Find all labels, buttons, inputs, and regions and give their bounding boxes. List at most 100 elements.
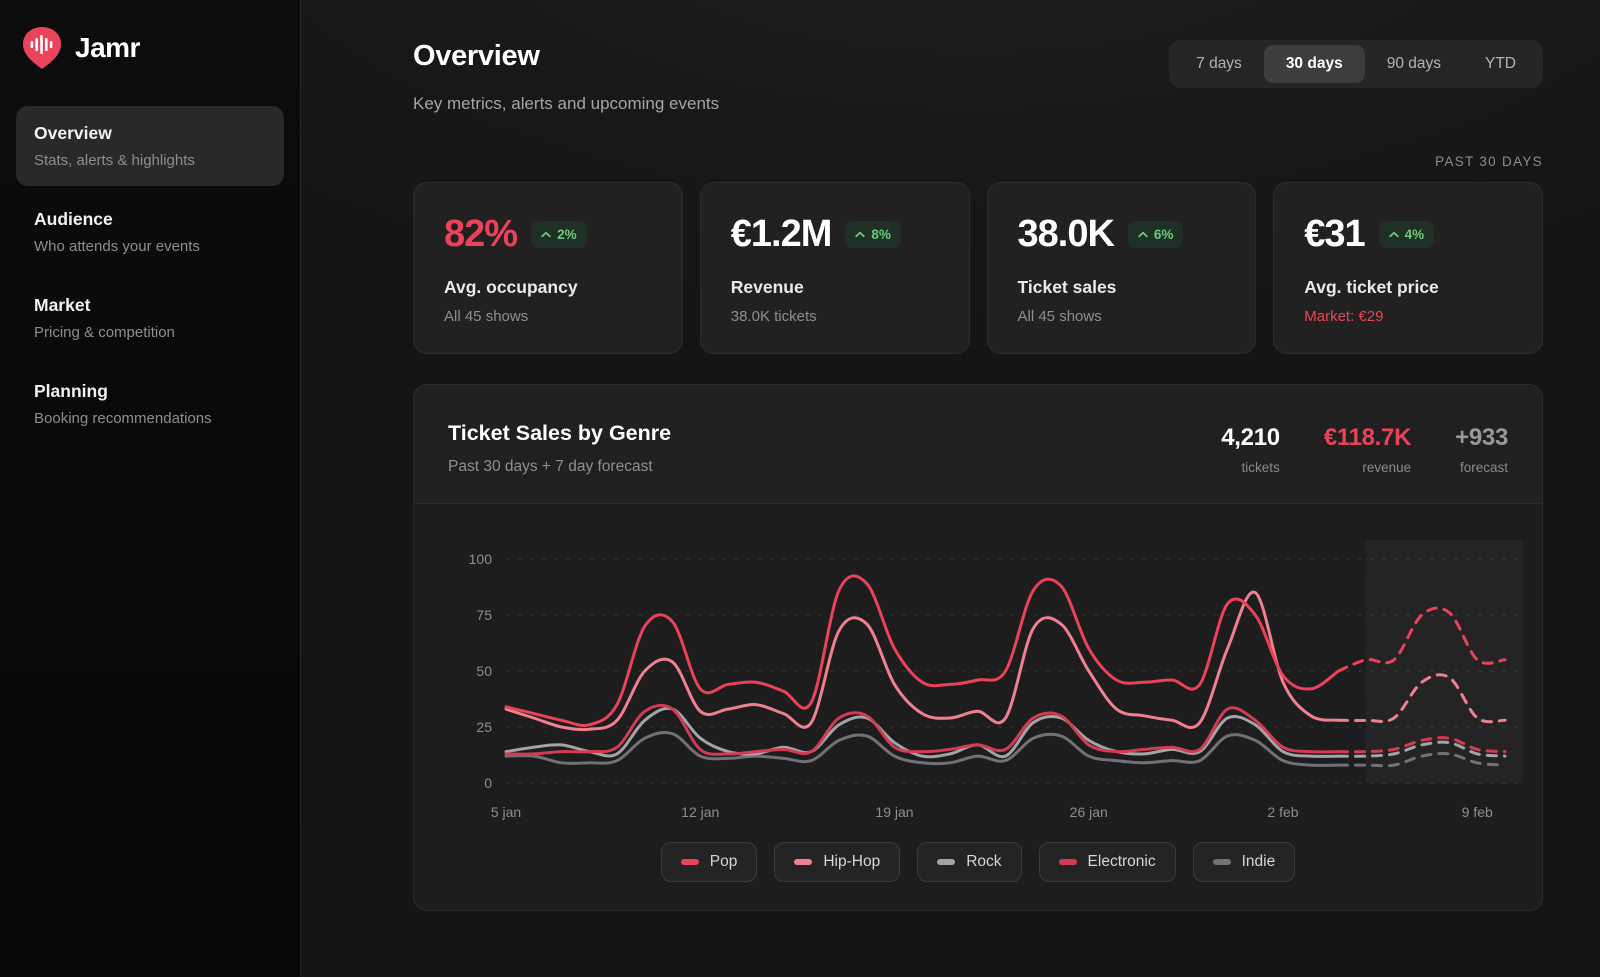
- page-title: Overview: [413, 40, 540, 72]
- chart-card: Ticket Sales by Genre Past 30 days + 7 d…: [413, 384, 1543, 911]
- legend-item-electronic[interactable]: Electronic: [1038, 842, 1176, 882]
- series-line-pop: [504, 574, 1340, 727]
- metric-card-avg-ticket-price: €31 4% Avg. ticket price Market: €29: [1273, 182, 1543, 354]
- series-forecast-pop: [1337, 606, 1507, 673]
- jamr-pick-logo-icon: [23, 27, 61, 69]
- metric-value: 82%: [444, 213, 518, 255]
- tab-90-days[interactable]: 90 days: [1386, 55, 1441, 72]
- metric-label: Avg. occupancy: [444, 277, 578, 297]
- plot-area: 0 25 50 75 100 5 jan 12 jan 19 jan 26 jan 2 feb 9 …: [414, 503, 1542, 828]
- tab-7-days[interactable]: 7 days: [1196, 55, 1242, 72]
- delta-value: 6%: [1153, 227, 1174, 242]
- nav-item-label: Market: [34, 295, 91, 315]
- x-tick-label: 19 jan: [875, 804, 913, 820]
- stat-label: forecast: [1459, 460, 1508, 475]
- legend-swatch-icon: [680, 859, 699, 865]
- delta-badge: 6%: [1127, 221, 1184, 248]
- legend-label: Pop: [709, 853, 738, 870]
- legend-item-rock[interactable]: Rock: [917, 842, 1022, 882]
- legend-label: Electronic: [1087, 853, 1156, 870]
- y-tick-label: 0: [484, 775, 492, 791]
- sidebar: Jamr Overview Stats, alerts & highlights A…: [0, 0, 301, 977]
- x-tick-label: 5 jan: [491, 804, 521, 820]
- y-tick-label: 50: [476, 663, 492, 679]
- sidebar-item-audience[interactable]: Audience Who attends your events: [16, 192, 284, 272]
- series-line-indie: [504, 731, 1340, 767]
- legend-swatch-icon: [937, 859, 956, 865]
- chart-stat-revenue: €118.7K revenue: [1323, 424, 1412, 475]
- metric-card-revenue: €1.2M 8% Revenue 38.0K tickets: [699, 182, 970, 354]
- main-content: Overview Key metrics, alerts and upcomin…: [301, 0, 1600, 977]
- stat-value: €118.7K: [1323, 424, 1412, 451]
- legend-item-pop[interactable]: Pop: [660, 842, 758, 882]
- metric-value: €1.2M: [730, 213, 833, 255]
- tab-ytd[interactable]: YTD: [1485, 55, 1516, 72]
- metric-sub: All 45 shows: [444, 308, 529, 325]
- series-forecast-electronic: [1337, 736, 1507, 754]
- legend-swatch-icon: [1212, 859, 1231, 865]
- legend-label: Indie: [1241, 853, 1276, 870]
- y-tick-label: 100: [469, 551, 493, 567]
- chart-subtitle: Past 30 days + 7 day forecast: [448, 458, 653, 475]
- chart-title: Ticket Sales by Genre: [448, 421, 672, 445]
- nav-item-label: Overview: [34, 123, 112, 143]
- chart-stats: 4,210 tickets €118.7K revenue +933 forecas…: [1221, 421, 1508, 475]
- legend-swatch-icon: [794, 859, 813, 865]
- delta-badge: 2%: [531, 221, 587, 248]
- metric-label: Revenue: [730, 277, 804, 297]
- x-tick-label: 2 feb: [1267, 804, 1298, 820]
- x-tick-label: 12 jan: [681, 804, 719, 820]
- metric-value: €31: [1304, 213, 1365, 255]
- metric-sub: 38.0K tickets: [730, 308, 817, 325]
- brand: Jamr: [16, 26, 284, 70]
- nav-item-label: Planning: [34, 381, 108, 401]
- time-range-tabs: 7 days 30 days 90 days YTD: [1169, 40, 1543, 88]
- page-header: Overview Key metrics, alerts and upcomin…: [413, 40, 719, 114]
- waveform-icon: [30, 35, 53, 54]
- caret-up-icon: [1138, 231, 1148, 238]
- sidebar-nav: Overview Stats, alerts & highlights Audien…: [16, 106, 284, 444]
- delta-badge: 4%: [1378, 221, 1435, 248]
- series-forecast-rock: [1337, 740, 1507, 758]
- delta-value: 4%: [1404, 227, 1425, 242]
- genre-chart: 0 25 50 75 100 5 jan 12 jan 19 jan 26 jan 2 feb 9 …: [469, 540, 1523, 820]
- nav-item-sublabel: Booking recommendations: [34, 410, 212, 427]
- sidebar-item-market[interactable]: Market Pricing & competition: [16, 278, 284, 358]
- metric-value: 38.0K: [1017, 213, 1115, 255]
- stat-value: +933: [1455, 424, 1508, 451]
- nav-item-sublabel: Who attends your events: [34, 238, 200, 255]
- legend-item-indie[interactable]: Indie: [1192, 842, 1296, 882]
- nav-item-sublabel: Stats, alerts & highlights: [34, 152, 195, 169]
- metric-label: Ticket sales: [1017, 277, 1117, 297]
- metric-card-avg-occupancy: 82% 2% Avg. occupancy All 45 shows: [413, 182, 683, 354]
- sidebar-item-planning[interactable]: Planning Booking recommendations: [16, 364, 284, 444]
- legend-label: Rock: [966, 853, 1002, 870]
- series-line-hip-hop: [504, 590, 1340, 732]
- caret-up-icon: [1389, 231, 1399, 238]
- sidebar-item-overview[interactable]: Overview Stats, alerts & highlights: [16, 106, 284, 186]
- series-line-electronic: [504, 703, 1340, 756]
- x-tick-label: 26 jan: [1070, 804, 1108, 820]
- chart-header: Ticket Sales by Genre Past 30 days + 7 d…: [448, 421, 671, 476]
- series-line-rock: [504, 706, 1340, 759]
- chart-legend: Pop Hip-Hop Rock Electronic Indie: [414, 828, 1542, 910]
- chart-stat-forecast: +933 forecast: [1455, 424, 1508, 475]
- delta-badge: 8%: [845, 221, 901, 248]
- y-tick-label: 25: [476, 719, 492, 735]
- stat-label: revenue: [1362, 460, 1412, 475]
- metric-sub: Market: €29: [1304, 308, 1384, 325]
- y-tick-label: 75: [476, 607, 492, 623]
- brand-name: Jamr: [75, 32, 140, 63]
- caret-up-icon: [855, 231, 866, 238]
- legend-swatch-icon: [1058, 859, 1077, 865]
- x-tick-label: 9 feb: [1462, 804, 1493, 820]
- legend-item-hip-hop[interactable]: Hip-Hop: [774, 842, 901, 882]
- caret-up-icon: [541, 231, 551, 238]
- metrics-row: 82% 2% Avg. occupancy All 45 shows €1.2M…: [413, 182, 1543, 354]
- delta-value: 8%: [871, 227, 891, 242]
- tab-30-days[interactable]: 30 days: [1263, 45, 1365, 83]
- metric-label: Avg. ticket price: [1304, 277, 1439, 297]
- nav-item-label: Audience: [34, 209, 113, 229]
- series-forecast-indie: [1337, 752, 1507, 768]
- stat-label: tickets: [1241, 460, 1280, 475]
